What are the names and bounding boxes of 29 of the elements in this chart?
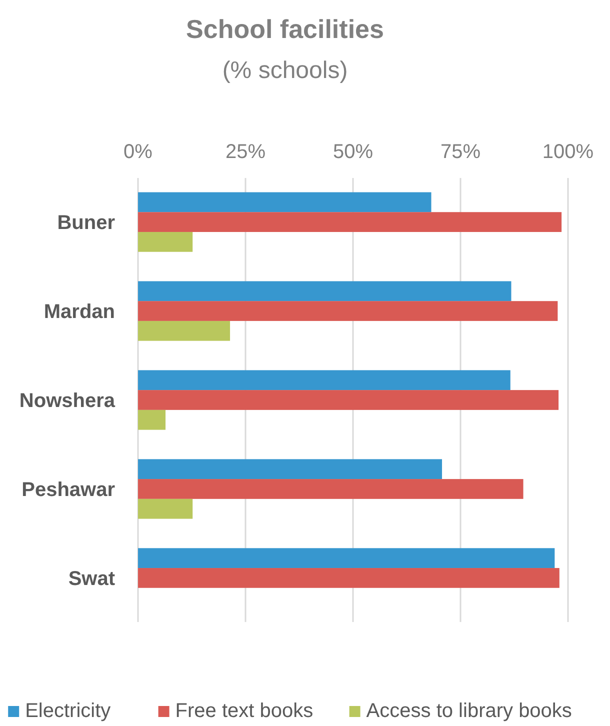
bar <box>138 390 559 410</box>
x-tick-label: 25% <box>225 141 266 163</box>
chart-title: School facilities <box>186 14 384 44</box>
bar <box>138 568 560 588</box>
y-tick-label: Swat <box>68 568 116 590</box>
bar <box>138 548 555 568</box>
y-tick-label: Buner <box>57 212 116 234</box>
bar <box>138 212 562 232</box>
bar <box>138 459 442 480</box>
bar <box>138 370 510 390</box>
y-tick-label: Mardan <box>44 301 115 324</box>
bar <box>138 479 524 499</box>
x-tick-label: 0% <box>124 141 153 163</box>
bar <box>138 498 193 519</box>
bar <box>138 232 193 252</box>
bar <box>138 410 166 430</box>
x-tick-label: 75% <box>440 141 481 163</box>
x-tick-label: 100% <box>542 141 594 163</box>
legend-label: Access to library books <box>366 700 572 722</box>
chart-subtitle: (% schools) <box>222 57 348 84</box>
x-tick-label: 50% <box>332 141 374 163</box>
bar <box>138 281 512 302</box>
legend-label: Electricity <box>25 700 111 722</box>
legend-label: Free text books <box>175 700 314 722</box>
y-tick-label: Nowshera <box>19 390 116 412</box>
bar <box>138 301 558 321</box>
bar <box>138 320 230 341</box>
y-tick-label: Peshawar <box>22 478 116 501</box>
bar <box>138 192 432 212</box>
